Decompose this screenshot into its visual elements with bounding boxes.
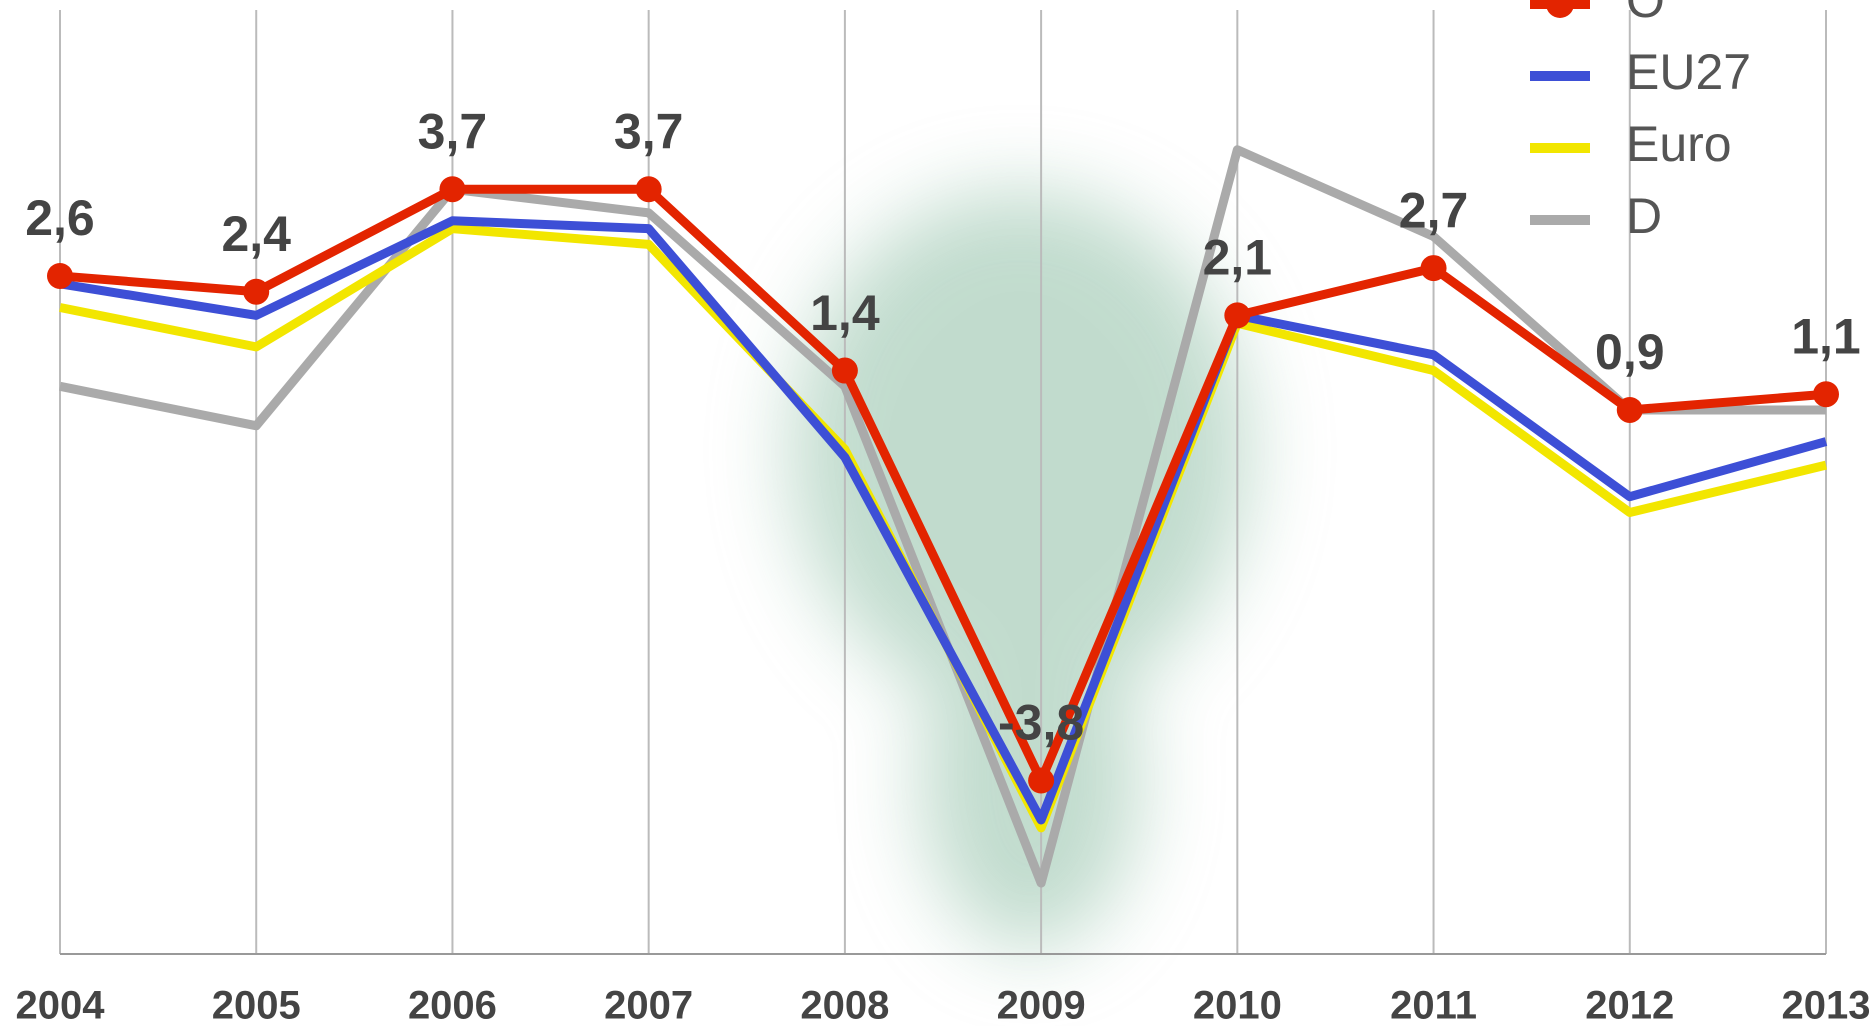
value-label: 2,7 <box>1399 182 1469 238</box>
data-point <box>1421 255 1447 281</box>
legend-label: Ö <box>1626 0 1665 28</box>
value-label: 1,1 <box>1791 308 1861 364</box>
value-label: 0,9 <box>1595 324 1665 380</box>
value-label: -3,8 <box>998 695 1084 751</box>
data-point <box>1813 381 1839 407</box>
page: {"chart_data": {"type": "line", "categor… <box>0 0 1872 1026</box>
data-point <box>439 176 465 202</box>
data-point <box>1224 302 1250 328</box>
x-tick-label: 2010 <box>1193 984 1282 1026</box>
x-tick-label: 2007 <box>604 984 693 1026</box>
data-point <box>47 263 73 289</box>
data-point <box>636 176 662 202</box>
x-tick-label: 2009 <box>997 984 1086 1026</box>
x-tick-label: 2004 <box>16 984 106 1026</box>
value-label: 2,1 <box>1203 230 1273 286</box>
legend-label: Euro <box>1626 116 1732 172</box>
value-label: 3,7 <box>418 103 488 159</box>
value-label: 1,4 <box>810 285 880 341</box>
x-tick-label: 2011 <box>1390 984 1477 1026</box>
value-label: 2,4 <box>221 206 291 262</box>
legend-label: EU27 <box>1626 44 1751 100</box>
value-label: 3,7 <box>614 103 684 159</box>
x-tick-label: 2008 <box>800 984 889 1026</box>
data-point <box>243 279 269 305</box>
value-label: 2,6 <box>25 190 95 246</box>
data-point <box>1028 768 1054 794</box>
x-tick-label: 2005 <box>212 984 301 1026</box>
x-tick-label: 2012 <box>1585 984 1674 1026</box>
data-point <box>1617 397 1643 423</box>
x-tick-label: 2013 <box>1782 984 1871 1026</box>
x-tick-label: 2006 <box>408 984 497 1026</box>
legend-marker <box>1546 0 1574 18</box>
data-point <box>832 358 858 384</box>
legend-label: D <box>1626 188 1662 244</box>
chart: 2004 2005 2006 2007 2008 2009 2010 2011 2012 2013… <box>0 0 1872 1026</box>
